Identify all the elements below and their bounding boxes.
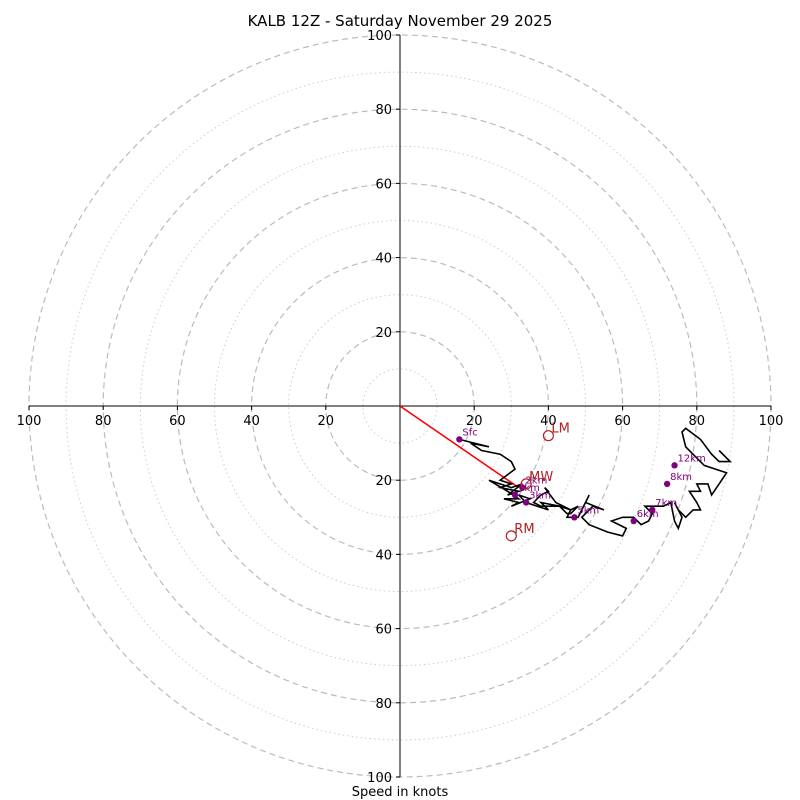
- height-marker-1km: [511, 491, 519, 499]
- height-label-8km: 8km: [670, 472, 692, 483]
- motion-marker-LM: [542, 430, 555, 442]
- tick-label-down-60: 60: [375, 623, 392, 638]
- height-marker-5km: [571, 514, 578, 521]
- height-marker-7km: [649, 506, 656, 514]
- motion-label-LM: LM: [551, 422, 569, 437]
- height-label-12km: 12km: [678, 453, 706, 464]
- height-marker-6km: [630, 517, 637, 525]
- motion-marker-RM: [505, 530, 517, 542]
- tick-label-up-20: 20: [375, 326, 392, 341]
- shear-vector: [399, 405, 520, 489]
- shear-vector-line: [399, 405, 520, 489]
- height-label-5km: 5km: [577, 505, 599, 516]
- height-label-2km: 2km: [525, 476, 547, 487]
- tick-label-down-100: 100: [367, 771, 392, 786]
- tick-label-left-60: 60: [169, 414, 186, 429]
- tick-label-right-20: 20: [466, 414, 483, 429]
- hodograph-trace: [459, 427, 733, 537]
- tick-label-left-80: 80: [95, 414, 112, 429]
- tick-label-right-100: 100: [759, 414, 784, 429]
- axis-tick-labels: 20 40 60 80 100 100 80 60 40 20 20 40 60 80 100 20 40 60 8…: [17, 29, 784, 786]
- hodograph-line: [459, 427, 733, 537]
- tick-label-right-80: 80: [689, 414, 706, 429]
- tick-label-down-40: 40: [375, 548, 392, 563]
- height-label-3km: 3km: [529, 490, 551, 501]
- motion-label-RM: RM: [514, 522, 534, 537]
- tick-label-down-80: 80: [375, 697, 392, 712]
- tick-label-right-60: 60: [614, 414, 631, 429]
- height-label-Sfc: Sfc: [462, 427, 477, 438]
- tick-label-left-40: 40: [243, 414, 260, 429]
- height-label-7km: 7km: [655, 498, 677, 509]
- tick-label-left-100: 100: [17, 414, 42, 429]
- motion-marker-MW: [520, 478, 532, 490]
- height-marker-12km: [671, 462, 678, 469]
- height-marker-8km: [663, 480, 671, 488]
- x-axis-label: Speed in knots: [352, 785, 449, 800]
- tick-label-right-40: 40: [540, 414, 557, 429]
- height-marker-3km: [522, 499, 530, 506]
- chart-title: KALB 12Z - Saturday November 29 2025: [248, 12, 553, 30]
- storm-motion-markers: LM MW RM: [505, 422, 570, 542]
- tick-label-up-80: 80: [375, 103, 392, 118]
- tick-label-up-60: 60: [375, 177, 392, 192]
- tick-label-up-100: 100: [367, 29, 392, 44]
- tick-label-up-40: 40: [375, 252, 392, 267]
- motion-label-MW: MW: [529, 470, 553, 485]
- tick-label-down-20: 20: [375, 474, 392, 489]
- height-marker-Sfc: [456, 436, 463, 443]
- tick-label-left-20: 20: [318, 414, 335, 429]
- height-label-6km: 6km: [637, 509, 659, 520]
